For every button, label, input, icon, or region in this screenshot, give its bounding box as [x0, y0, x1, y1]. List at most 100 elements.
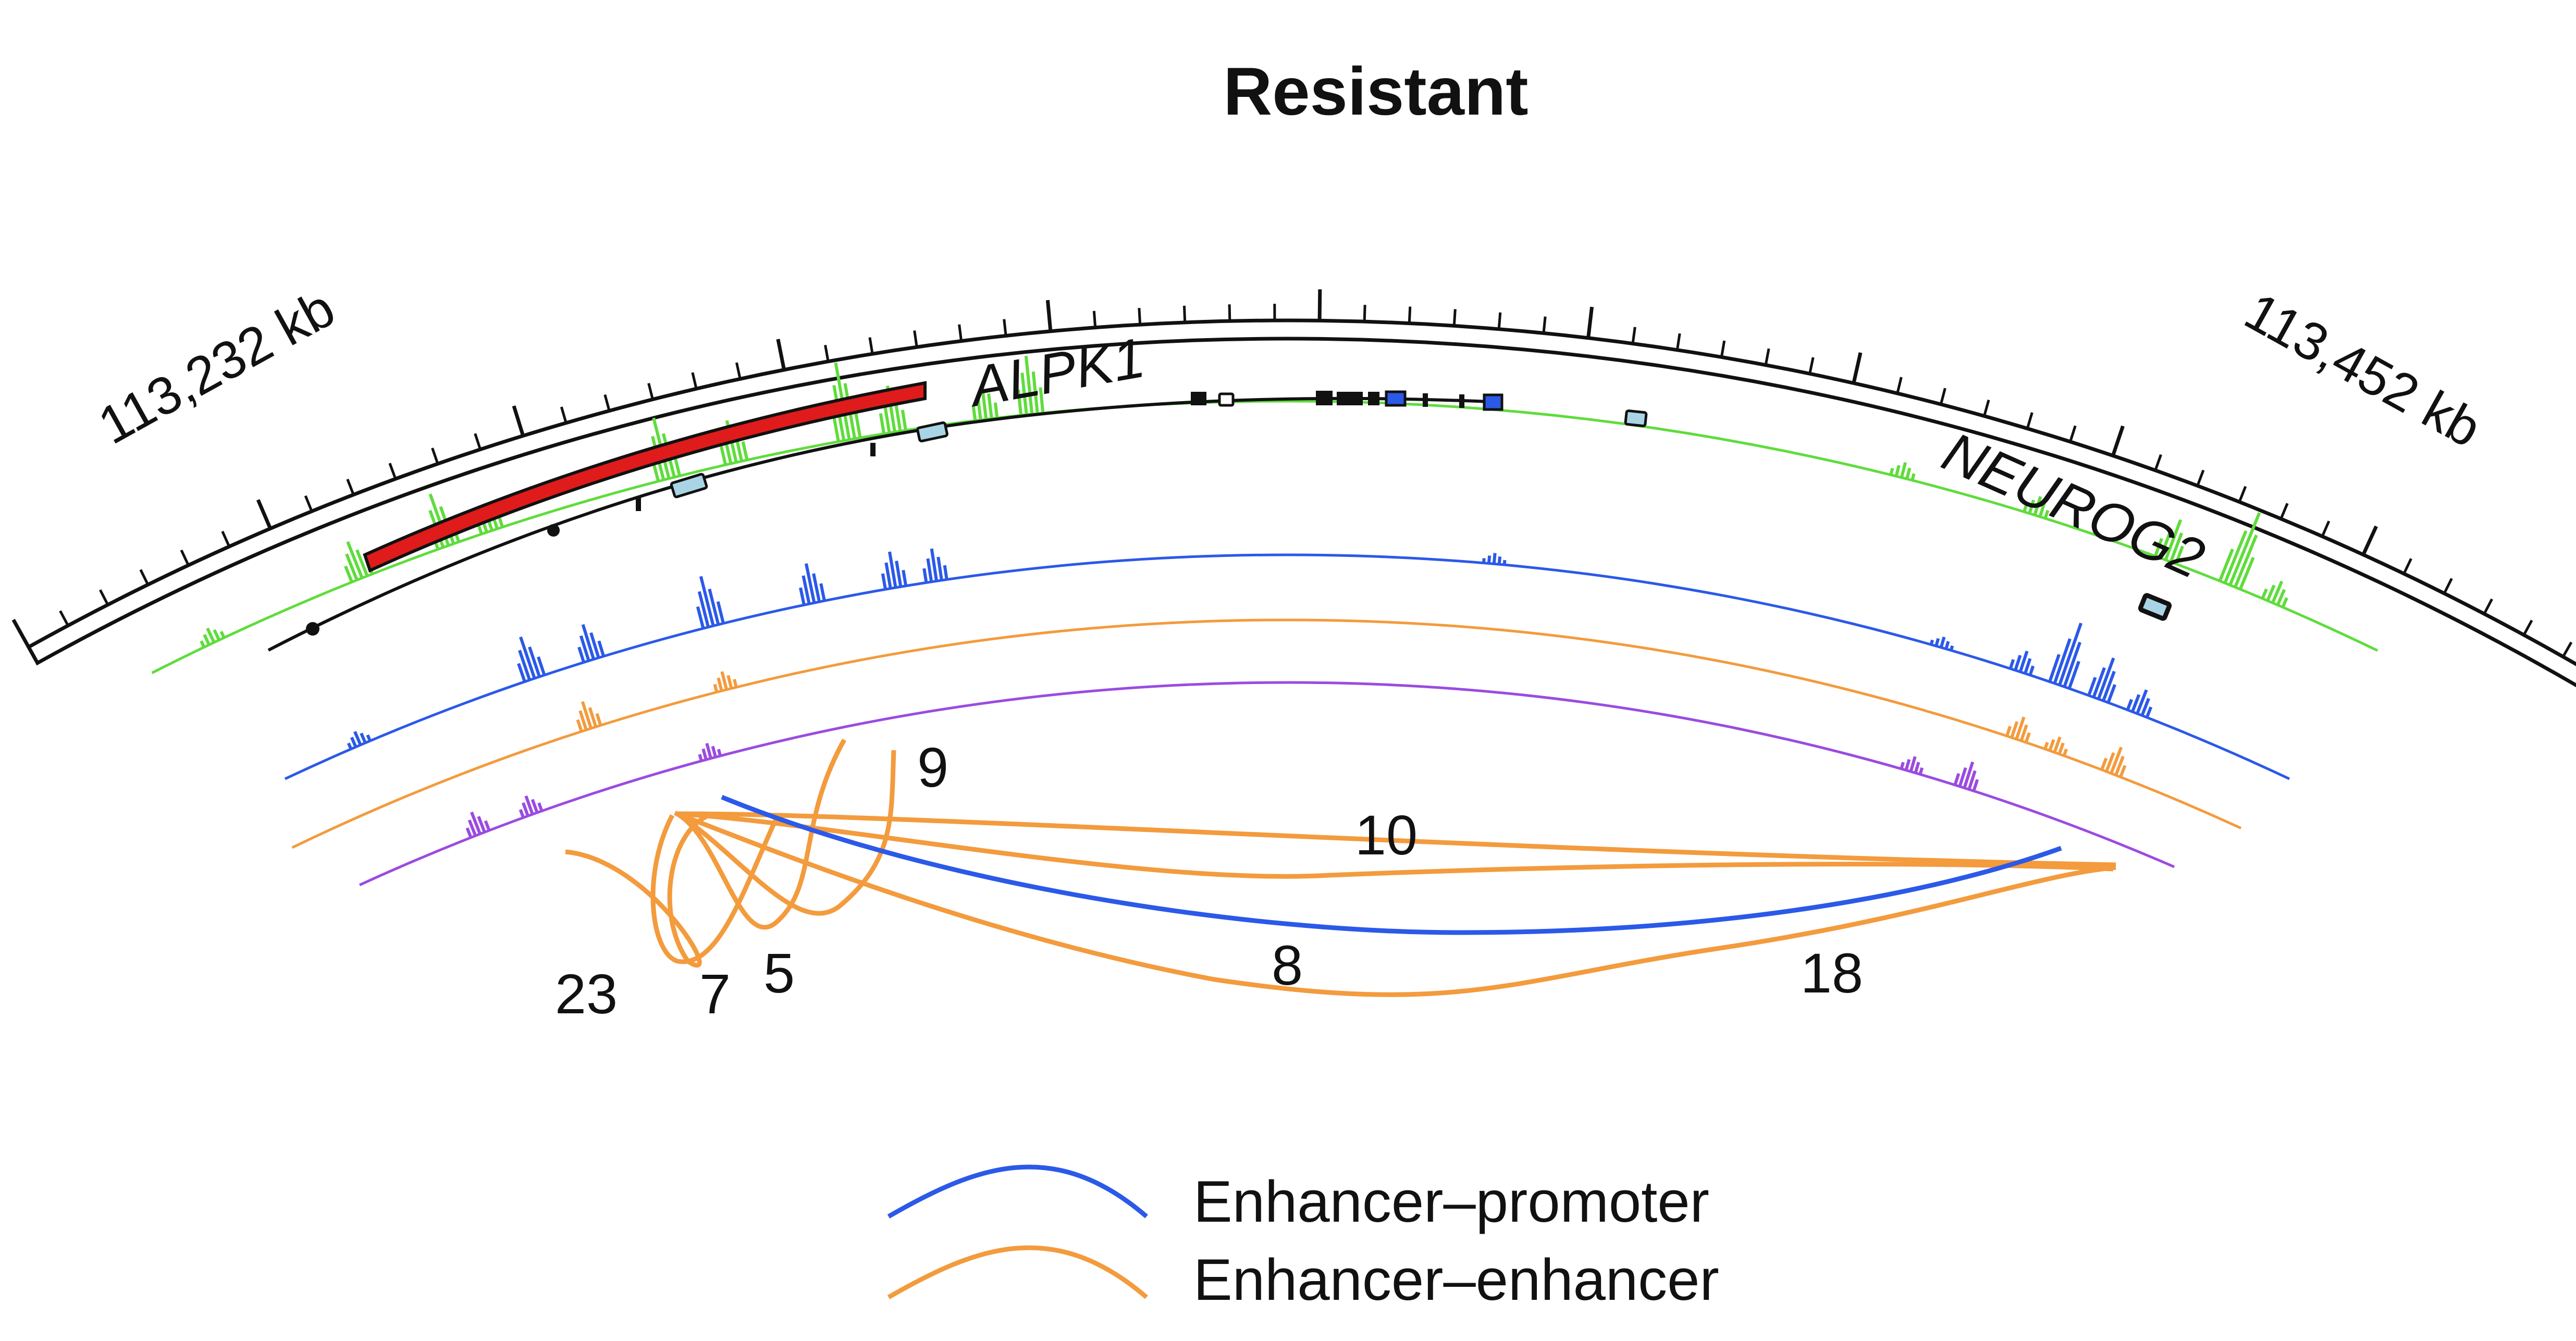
track-orange-peak — [2057, 742, 2065, 755]
track-green-peak — [987, 393, 993, 419]
track-green-peak — [720, 446, 728, 465]
track-purple-peak — [1963, 761, 1975, 789]
exon-mark — [306, 622, 319, 636]
track-orange-peak — [581, 701, 593, 729]
exon-mark — [1459, 394, 1464, 408]
arc-enhancer-enhancer — [673, 738, 846, 930]
arc-label: 23 — [555, 962, 618, 1025]
axis-major-tick — [2111, 425, 2125, 456]
exon-mark — [870, 443, 876, 456]
alpk1-gene-line — [267, 426, 939, 652]
axis-minor-tick — [304, 495, 313, 512]
axis-minor-tick — [2402, 558, 2412, 575]
track-blue-peak — [2087, 677, 2097, 697]
track-green-peak — [2271, 580, 2284, 604]
track-purple-peak — [717, 749, 722, 756]
track-blue-peak — [2106, 684, 2117, 703]
track-blue-peak — [528, 646, 541, 678]
track-blue-peak — [1497, 556, 1502, 565]
arc-enhancer-enhancer — [650, 814, 779, 964]
arc-enhancer-enhancer — [676, 811, 2116, 997]
track-green-peak — [971, 405, 977, 421]
axis-minor-tick — [1983, 400, 1990, 417]
axis-minor-tick — [2154, 454, 2162, 471]
track-green-peak — [213, 629, 221, 641]
exon-box — [1483, 393, 1503, 411]
track-blue-peak — [708, 588, 720, 625]
track-orange-peak — [2062, 748, 2068, 756]
track-green-peak — [203, 634, 211, 645]
track-green-peak — [993, 402, 999, 418]
axis-minor-tick — [474, 433, 482, 450]
axis-major-tick — [1852, 352, 1863, 384]
track-purple-peak — [522, 802, 529, 817]
axis-band — [26, 318, 2576, 688]
track-green-peak — [2033, 496, 2042, 516]
track-purple-peak — [537, 802, 544, 812]
track-blue-peak — [926, 558, 933, 582]
track-blue-peak — [716, 601, 725, 624]
track-green-peak — [219, 630, 226, 639]
track-purple-baseline — [359, 681, 2175, 886]
track-green-peak — [1020, 372, 1028, 415]
track-purple-peak — [1909, 756, 1917, 772]
axis-minor-tick — [1675, 333, 1681, 351]
axis-minor-tick — [346, 478, 355, 495]
track-blue-peak — [2048, 654, 2061, 682]
alpk1-gene-line-upper — [938, 396, 1501, 429]
axis-minor-tick — [868, 337, 874, 354]
axis-minor-tick — [1452, 309, 1457, 326]
track-purple-peak — [711, 746, 717, 758]
track-purple-peak — [467, 819, 477, 837]
arc-label: 10 — [1355, 803, 1418, 866]
exon-box — [1385, 390, 1407, 407]
axis-minor-tick — [913, 330, 918, 347]
exon-box — [1218, 392, 1235, 407]
track-blue-peak — [347, 742, 353, 750]
track-purple-peak — [1900, 762, 1905, 769]
track-green-peak — [1031, 371, 1039, 414]
track-orange-peak — [576, 719, 583, 732]
axis-minor-tick — [2483, 598, 2493, 615]
track-orange-peak — [578, 710, 588, 731]
figure-title: Resistant — [1223, 53, 1528, 129]
track-blue-peak — [930, 548, 939, 581]
track-orange-peak — [713, 684, 719, 693]
track-green-peak — [2164, 519, 2183, 561]
axis-minor-tick — [1363, 305, 1366, 322]
arc-enhancer-enhancer — [676, 750, 896, 916]
track-blue-peak — [819, 583, 826, 601]
axis-minor-tick — [2443, 578, 2453, 594]
track-blue-peak — [804, 563, 816, 603]
axis-minor-tick — [560, 406, 568, 424]
axis-end-label: 113,452 kb — [2235, 281, 2491, 459]
track-green-peak — [741, 441, 749, 461]
track-orange-peak — [2105, 752, 2115, 773]
axis-minor-tick — [1092, 311, 1097, 328]
axis-minor-tick — [603, 394, 611, 412]
track-green-peak — [2223, 530, 2248, 584]
axis-minor-tick — [2238, 486, 2247, 503]
axis-minor-tick — [1808, 357, 1815, 374]
arc-enhancer-enhancer — [565, 813, 710, 968]
track-orange-peak — [726, 675, 733, 689]
track-orange-peak — [2024, 732, 2031, 743]
axis-minor-tick — [388, 463, 397, 480]
track-blue-peak — [799, 587, 806, 605]
track-blue-peak — [360, 732, 367, 744]
track-purple-peak — [1953, 773, 1961, 786]
axis-minor-tick — [1003, 319, 1007, 336]
track-blue-peak — [1492, 553, 1497, 564]
neurog2-gene-box — [2138, 593, 2172, 621]
track-green-peak — [1024, 355, 1034, 415]
track-purple-peak — [1918, 767, 1924, 775]
track-green-baseline — [151, 400, 2378, 674]
track-blue-peak — [581, 624, 596, 660]
track-green-peak — [2043, 510, 2050, 519]
interaction-arcs — [565, 738, 2116, 997]
track-green-peak — [2169, 532, 2184, 563]
axis-minor-tick — [2196, 469, 2205, 487]
track-green-peak — [1889, 468, 1894, 476]
axis-minor-tick — [958, 324, 963, 341]
